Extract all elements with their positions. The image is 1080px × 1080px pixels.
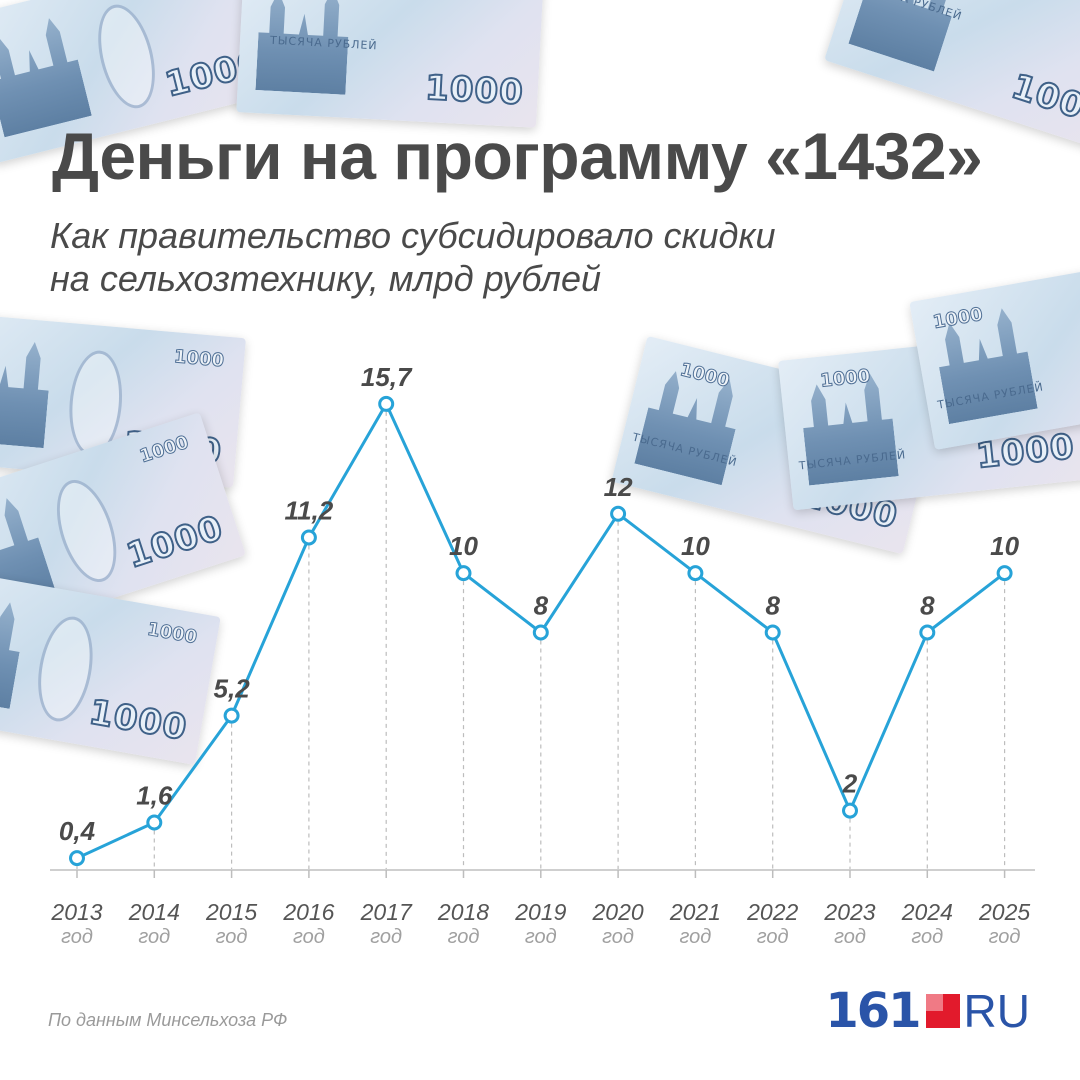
x-tick-label-2024: 2024 xyxy=(901,899,953,925)
x-tick-label-2018: 2018 xyxy=(437,899,489,925)
x-tick-label-2014: 2014 xyxy=(128,899,180,925)
data-label-2016: 11,2 xyxy=(285,496,334,526)
vertical-guides xyxy=(76,411,1006,870)
x-tick-label-2022: 2022 xyxy=(746,899,798,925)
x-unit-label-2013: год xyxy=(61,926,93,948)
x-unit-label-2021: год xyxy=(679,926,711,948)
data-label-2021: 10 xyxy=(681,531,710,561)
x-axis-labels: 2013год2014год2015год2016год2017год2018г… xyxy=(50,899,1030,948)
data-label-2022: 8 xyxy=(765,591,780,621)
data-label-2025: 10 xyxy=(990,531,1019,561)
x-tick-label-2025: 2025 xyxy=(978,899,1030,925)
data-points xyxy=(69,395,1013,867)
data-point-2020 xyxy=(610,505,627,522)
x-unit-label-2023: год xyxy=(834,926,866,948)
x-tick-label-2023: 2023 xyxy=(823,899,875,925)
data-label-2018: 10 xyxy=(449,531,478,561)
publisher-logo[interactable]: 161 RU xyxy=(825,983,1030,1039)
x-unit-label-2014: год xyxy=(138,926,170,948)
x-unit-label-2016: год xyxy=(293,926,325,948)
data-label-2020: 12 xyxy=(604,472,633,502)
x-unit-label-2018: год xyxy=(448,926,480,948)
x-tick-label-2013: 2013 xyxy=(50,899,102,925)
x-tick-label-2019: 2019 xyxy=(514,899,566,925)
data-point-2022 xyxy=(764,624,781,641)
x-unit-label-2025: год xyxy=(989,926,1021,948)
x-tick-label-2017: 2017 xyxy=(360,899,413,925)
x-unit-label-2015: год xyxy=(216,926,248,948)
source-note: По данным Минсельхоза РФ xyxy=(48,1010,288,1030)
x-axis-ticks xyxy=(76,870,1006,878)
x-unit-label-2019: год xyxy=(525,926,557,948)
data-label-2024: 8 xyxy=(920,591,935,621)
x-unit-label-2024: год xyxy=(911,926,943,948)
x-tick-label-2015: 2015 xyxy=(205,899,257,925)
data-point-2014 xyxy=(146,814,163,831)
data-label-2019: 8 xyxy=(534,591,549,621)
data-label-2015: 5,2 xyxy=(214,674,251,704)
data-point-2024 xyxy=(919,624,936,641)
data-point-2021 xyxy=(687,565,704,582)
data-point-2025 xyxy=(996,565,1013,582)
data-point-2019 xyxy=(532,624,549,641)
data-label-2023: 2 xyxy=(842,769,858,799)
data-point-2016 xyxy=(300,529,317,546)
x-unit-label-2020: год xyxy=(602,926,634,948)
data-point-2013 xyxy=(69,850,85,867)
subtitle-line-2: на сельхозтехнику, млрд рублей xyxy=(50,258,602,299)
data-point-2017 xyxy=(378,395,395,412)
x-unit-label-2022: год xyxy=(757,926,789,948)
data-point-2023 xyxy=(842,802,858,819)
logo-suffix: RU xyxy=(963,985,1030,1037)
data-labels: 0,4 1,6 5,2 11,2 15,7 10 8 12 10 8 2 8 10 xyxy=(59,362,1020,846)
subtitle-line-1: Как правительство субсидировало скидки xyxy=(50,215,776,256)
chart-title: Деньги на программу «1432» xyxy=(52,119,983,193)
data-label-2013: 0,4 xyxy=(59,816,96,846)
x-tick-label-2020: 2020 xyxy=(592,899,644,925)
data-point-2018 xyxy=(455,565,472,582)
x-tick-label-2021: 2021 xyxy=(669,899,721,925)
chart-subtitle: Как правительство субсидировало скидки н… xyxy=(50,214,950,300)
logo-square-icon xyxy=(925,994,960,1028)
x-tick-label-2016: 2016 xyxy=(282,899,334,925)
x-unit-label-2017: год xyxy=(370,926,402,948)
data-label-2014: 1,6 xyxy=(136,781,173,811)
data-label-2017: 15,7 xyxy=(361,362,413,392)
data-point-2015 xyxy=(223,707,240,724)
logo-number: 161 xyxy=(825,983,921,1039)
